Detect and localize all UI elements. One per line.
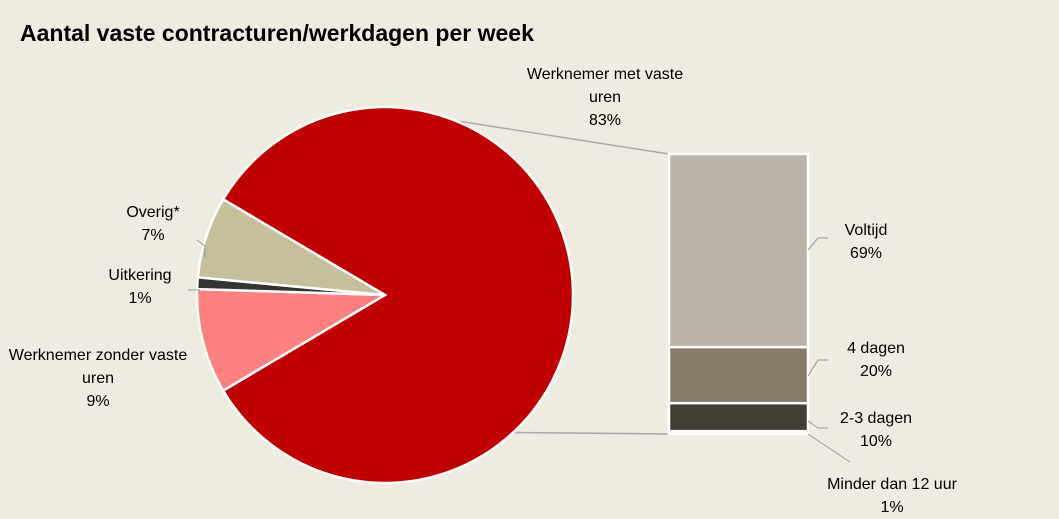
connector-line bbox=[513, 431, 670, 435]
category-label: Voltijd bbox=[844, 222, 888, 239]
category-label: Werknemer zonder vaste uren bbox=[8, 347, 188, 387]
category-label: 4 dagen bbox=[847, 340, 905, 357]
category-label: Werknemer met vaste uren bbox=[526, 66, 684, 106]
bar-label: Voltijd 69% bbox=[806, 219, 926, 265]
value-label: 7% bbox=[141, 227, 165, 244]
bar-segment bbox=[667, 345, 810, 405]
pie-label: Uitkering 1% bbox=[80, 264, 200, 310]
pie-label: Overig* 7% bbox=[93, 201, 213, 247]
bar-segment bbox=[667, 152, 810, 349]
value-label: 1% bbox=[128, 290, 152, 307]
pie-label: Werknemer zonder vaste uren 9% bbox=[3, 344, 193, 413]
pie-label: Werknemer met vaste uren 83% bbox=[515, 63, 695, 132]
leader-line bbox=[807, 420, 828, 429]
bar-label: Minder dan 12 uur 1% bbox=[792, 473, 992, 519]
category-label: Uitkering bbox=[108, 267, 172, 284]
value-label: 83% bbox=[588, 112, 622, 129]
value-label: 1% bbox=[880, 499, 904, 516]
category-label: 2-3 dagen bbox=[839, 410, 913, 427]
leader-line bbox=[196, 239, 206, 258]
connector-line bbox=[455, 119, 670, 155]
value-label: 69% bbox=[849, 245, 883, 262]
value-label: 20% bbox=[859, 363, 893, 380]
bar-label: 4 dagen 20% bbox=[816, 337, 936, 383]
chart-title: Aantal vaste contracturen/werkdagen per … bbox=[20, 20, 534, 46]
bar-segment bbox=[667, 429, 810, 436]
leader-line bbox=[807, 433, 851, 463]
value-label: 9% bbox=[86, 393, 110, 410]
pie-slice bbox=[221, 105, 575, 485]
leader-line bbox=[807, 237, 828, 251]
bar-label: 2-3 dagen 10% bbox=[816, 407, 936, 453]
pie-slice bbox=[195, 287, 390, 393]
bar-segment bbox=[667, 401, 810, 433]
leader-line bbox=[807, 359, 828, 377]
category-label: Minder dan 12 uur bbox=[827, 476, 957, 493]
value-label: 10% bbox=[859, 433, 893, 450]
category-label: Overig* bbox=[126, 204, 180, 221]
